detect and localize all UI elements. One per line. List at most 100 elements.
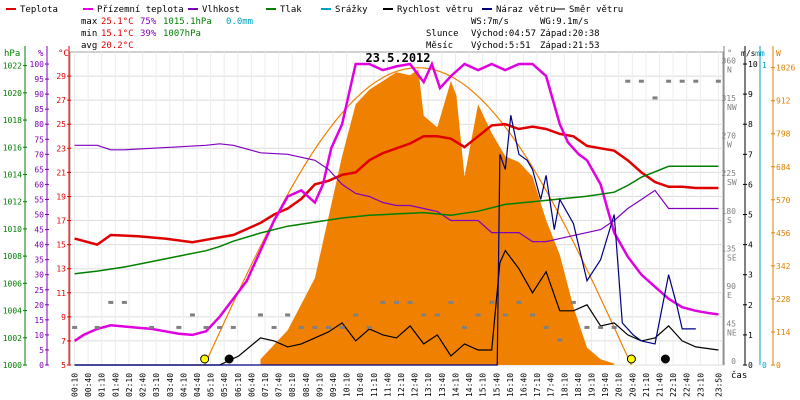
x-tick-label: 23:50 — [714, 373, 723, 397]
moonrise-marker — [224, 354, 234, 364]
stat-max-label: max — [81, 17, 98, 27]
series-teplota — [74, 122, 719, 246]
legend: Teplota Přízemní teplota Vlhkost Tlak Srážky… — [6, 5, 623, 15]
x-tick-label: 04:40 — [193, 373, 202, 397]
ms-tick-label: 9 — [748, 90, 753, 99]
axis-tick-label: 30 — [34, 271, 44, 280]
axis-tick-label: 70 — [34, 150, 44, 159]
axis-tick-label: 11 — [56, 289, 66, 298]
axis-label-dir: ° — [727, 49, 732, 59]
series-wind-direction-point — [312, 325, 318, 329]
w-tick-label: 798 — [776, 130, 791, 139]
stat-max-hum: 75% — [140, 17, 157, 27]
x-tick-label: 06:40 — [247, 373, 256, 397]
dir-cardinal-label: SW — [727, 178, 737, 187]
x-tick-label: 22:10 — [669, 373, 678, 397]
stat-moon-label: Měsíc — [426, 41, 453, 51]
axis-tick-label: 1012 — [3, 198, 22, 207]
series-wind-direction-point — [611, 325, 617, 329]
x-tick-label: 00:10 — [71, 373, 80, 397]
series-wind-direction-point — [298, 325, 304, 329]
axis-tick-label: 13 — [56, 265, 66, 274]
ms-tick-label: 4 — [748, 241, 753, 250]
dir-tick-label: 45 — [726, 319, 736, 328]
x-tick-label: 00:40 — [84, 373, 93, 397]
series-wind-direction-point — [638, 79, 644, 83]
x-tick-label: 09:10 — [315, 373, 324, 397]
x-tick-label: 14:40 — [465, 373, 474, 397]
series-wind-direction-point — [380, 300, 386, 304]
axis-tick-label: 45 — [34, 226, 44, 235]
x-tick-label: 16:40 — [519, 373, 528, 397]
axis-tick-label: 25 — [34, 286, 44, 295]
x-tick-label: 18:40 — [574, 373, 583, 397]
series-radiation — [260, 69, 615, 366]
x-tick-label: 02:10 — [125, 373, 134, 397]
series-wind-direction-point — [108, 300, 114, 304]
legend-label: Srážky — [335, 5, 368, 15]
dir-cardinal-label: S — [727, 216, 732, 225]
axis-tick-label: 19 — [56, 192, 66, 201]
series-wind-direction-point — [693, 79, 699, 83]
dir-tick-label: 225 — [722, 169, 737, 178]
axis-tick-label: 1004 — [3, 307, 22, 316]
stat-sun-label: Slunce — [426, 29, 459, 39]
series-wind-direction-point — [516, 300, 522, 304]
x-tick-label: 05:40 — [220, 373, 229, 397]
x-tick-label: 12:10 — [397, 373, 406, 397]
axis-tick-label: 27 — [56, 96, 66, 105]
axis-label-ms: m/s — [741, 49, 756, 58]
series-wind-direction-point — [598, 325, 604, 329]
series-wind-direction-point — [94, 325, 100, 329]
axis-tick-label: 10 — [34, 331, 44, 340]
dir-tick-label: 0 — [731, 357, 736, 366]
x-tick-label: 01:10 — [98, 373, 107, 397]
w-tick-label: 0 — [776, 361, 781, 370]
ms-tick-label: 10 — [748, 60, 758, 69]
stat-moon-rise: Východ:5:51 — [471, 41, 531, 51]
axis-tick-label: 23 — [56, 144, 66, 153]
series-wind-direction-point — [448, 300, 454, 304]
sunrise-marker — [200, 354, 210, 364]
axis-tick-label: 25 — [56, 120, 66, 129]
series-n-raz-v-tru — [74, 115, 696, 366]
x-tick-label: 13:10 — [424, 373, 433, 397]
axis-label-mm: mm — [755, 49, 765, 58]
x-tick-label: 05:10 — [207, 373, 216, 397]
x-tick-label: 03:40 — [166, 373, 175, 397]
series-wind-direction-point — [715, 79, 721, 83]
series-wind-direction-point — [366, 325, 372, 329]
axis-tick-label: 1006 — [3, 279, 22, 288]
x-tick-label: 07:10 — [261, 373, 270, 397]
series-wind-direction-point — [121, 300, 127, 304]
legend-label: Rychlost větru — [397, 5, 473, 15]
x-tick-label: 01:40 — [111, 373, 120, 397]
w-tick-label: 1026 — [776, 64, 795, 73]
axis-tick-label: 1022 — [3, 62, 22, 71]
ms-tick-label: 1 — [748, 331, 753, 340]
axis-tick-label: 1016 — [3, 143, 22, 152]
axis-tick-label: 20 — [34, 301, 44, 310]
axis-tick-label: 1014 — [3, 170, 22, 179]
x-tick-label: 10:40 — [356, 373, 365, 397]
legend-label: Náraz větru — [496, 5, 556, 15]
series-wind-direction-point — [407, 300, 413, 304]
axis-tick-label: 75 — [34, 135, 44, 144]
x-tick-label: 15:10 — [479, 373, 488, 397]
x-tick-label: 23:10 — [696, 373, 705, 397]
x-tick-label: 14:10 — [451, 373, 460, 397]
axis-tick-label: 1002 — [3, 334, 22, 343]
stat-avg-label: avg — [81, 41, 97, 51]
x-tick-label: 20:40 — [628, 373, 637, 397]
stat-avg-temp: 20.2°C — [101, 41, 134, 51]
x-tick-label: 17:10 — [533, 373, 542, 397]
axis-tick-label: 1018 — [3, 116, 22, 125]
dir-tick-label: 135 — [722, 244, 737, 253]
legend-label: Vlhkost — [202, 5, 240, 15]
series-wind-direction-point — [176, 325, 182, 329]
stat-wg: WG:9.1m/s — [540, 17, 589, 27]
series-wind-direction-point — [325, 325, 331, 329]
dir-tick-label: 180 — [722, 207, 737, 216]
axis-tick-label: 50 — [34, 211, 44, 220]
dir-cardinal-label: NE — [727, 328, 737, 337]
